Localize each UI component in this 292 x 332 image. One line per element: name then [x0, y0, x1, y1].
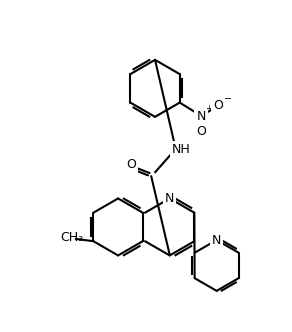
Text: O: O [126, 158, 136, 171]
Text: O: O [213, 99, 223, 112]
Text: NH: NH [172, 143, 191, 156]
Text: N: N [212, 233, 221, 247]
Text: N: N [165, 192, 174, 205]
Text: −: − [224, 94, 232, 104]
Text: O: O [196, 125, 206, 138]
Text: +: + [205, 104, 212, 113]
Text: CH₃: CH₃ [60, 231, 84, 244]
Text: N: N [197, 110, 206, 123]
